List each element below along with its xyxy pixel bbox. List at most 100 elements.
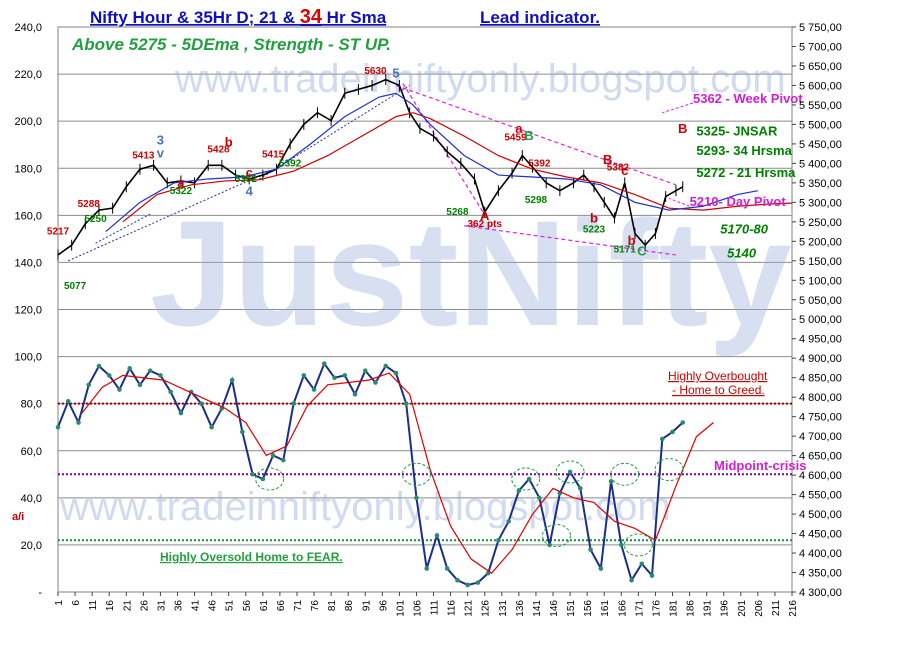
highlight-circle [654,458,684,482]
price-point-label: 5392 [528,158,551,169]
oscillator-point [424,566,430,571]
price-point-label: 5171 [614,245,637,256]
x-tick-label: 11 [88,600,99,611]
level-annotation: 5272 - 21 Hrsma [696,165,796,180]
oscillator-point [137,382,143,388]
highlight-circle [511,467,541,491]
wave-label: a [177,176,185,191]
oscillator-point [250,471,255,477]
oscillator-point [567,469,573,475]
price-point-label: 5250 [84,214,107,225]
price-point-label: 5217 [47,227,70,238]
wave-label: c [621,163,628,178]
oscillator-point [455,577,460,583]
oscillator-point [117,387,122,392]
oscillator-point [270,453,276,458]
price-point-label: 5352 [235,174,258,185]
x-tick-label: 56 [242,600,253,612]
oscillator-point [260,476,266,482]
pivot-arrow [668,197,690,207]
oscillator-point [65,399,71,404]
highlight-circle [623,533,653,557]
oscillator-point [598,566,604,571]
x-tick-label: 31 [156,600,167,612]
watermark-big: JustNifty [150,189,792,357]
y-right-tick-label: 4 950,00 [799,334,842,346]
oscillator-point [465,582,470,588]
wave-label: b [590,211,598,226]
price-point-label: 5415 [262,150,285,161]
y-right-tick-label: 5 750,00 [799,22,842,34]
watermark-top: www.tradeinniftyonly.blogspot.com [174,57,786,101]
oscillator-point [588,547,593,552]
oscillator-point [96,363,102,369]
price-point-label: 5288 [78,199,101,210]
price-point-label: 5382 [607,162,630,173]
watermark-bottom: www.tradeinniftyonly.blogspot.com [59,485,671,529]
price-point-label: 5298 [525,195,548,206]
x-tick-label: 171 [634,600,645,617]
y-right-tick-label: 4 400,00 [799,548,842,560]
y-right-tick-label: 4 750,00 [799,412,842,424]
y-right-tick-label: 5 650,00 [799,61,842,73]
y-right-tick-label: 5 150,00 [799,256,842,268]
oscillator-point [444,566,450,571]
y-right-tick-label: 5 100,00 [799,275,842,287]
oscillator-point [403,401,409,406]
level-annotation: 5293- 34 Hrsma [696,143,792,158]
price-point-label: 5413 [132,150,155,161]
oscillator-point [106,373,112,378]
x-tick-label: 131 [498,600,509,617]
x-tick-label: 91 [361,600,372,612]
oscillator-point [680,420,686,425]
y-axis-label: a/i [12,511,24,523]
price-point-label: 5459 [504,132,527,143]
y-right-tick-label: 5 400,00 [799,158,842,170]
y-right-tick-label: 5 000,00 [799,314,842,326]
oscillator-point [281,457,286,463]
oscillator-point [526,476,532,482]
oscillator-point [240,429,245,435]
overbought-label: Highly Overbought [668,369,768,383]
x-tick-label: 166 [617,600,628,617]
y-left-tick-label: 220,0 [14,69,42,81]
oversold-label: Highly Oversold Home to FEAR. [160,550,343,564]
x-tick-label: 106 [412,600,423,617]
oscillator-point [619,542,624,548]
x-tick-label: 21 [122,600,133,612]
x-tick-label: 156 [583,600,594,617]
oscillator-point [301,373,307,378]
oscillator-point [659,436,665,442]
oscillator-point [86,382,92,388]
y-left-tick-label: 140,0 [14,257,42,269]
y-right-tick-label: 5 250,00 [799,217,842,229]
x-tick-label: 161 [600,600,611,617]
oscillator-point [147,368,153,374]
x-tick-label: 141 [532,600,543,617]
lead-indicator-title: Lead indicator. [480,8,600,27]
price-point-label: 5428 [207,144,230,155]
oscillator-point [393,370,399,376]
pivot-arrow [662,102,694,114]
price-series-line [122,112,793,223]
y-left-tick-label: 200,0 [14,116,42,128]
channel-line [402,83,486,216]
x-tick-label: 66 [276,600,287,612]
oscillator-point [578,486,583,491]
x-tick-label: 1 [54,600,65,606]
oscillator-point [434,533,440,538]
level-annotation: 5170-80 [720,222,768,237]
y-right-tick-label: 5 300,00 [799,197,842,209]
chart-subtitle: Above 5275 - 5DEma , Strength - ST UP. [71,35,391,54]
y-right-tick-label: 4 600,00 [799,470,842,482]
oscillator-point [537,495,542,501]
wave-label: A [480,208,490,223]
oscillator-point [670,429,675,435]
x-tick-label: 121 [464,600,475,617]
wave-label: B [678,121,687,136]
x-tick-label: 46 [208,600,219,612]
oscillator-point [229,377,235,383]
chart-title-part-3: Hr Sma [322,8,387,27]
x-tick-label: 71 [293,600,304,612]
oscillator-point [127,366,132,371]
